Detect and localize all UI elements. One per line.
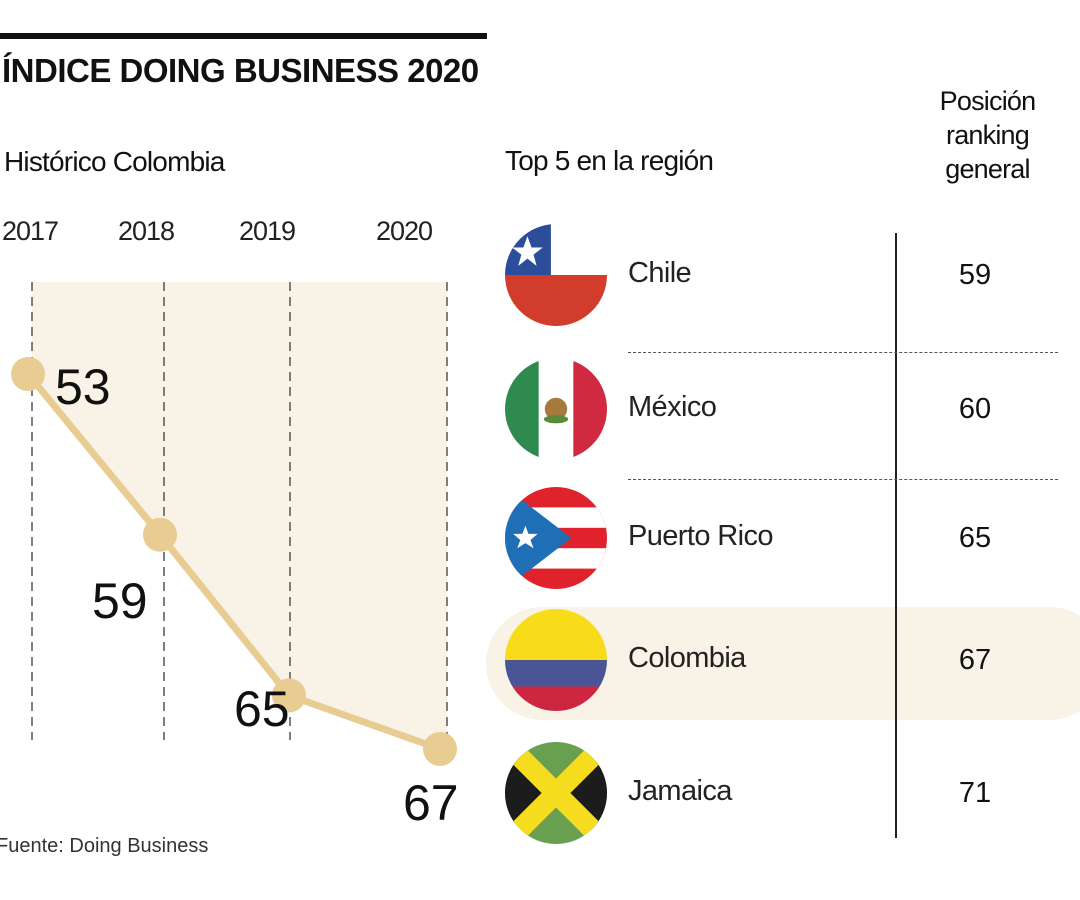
country-rank: 65	[958, 522, 992, 554]
data-label: 65	[234, 681, 290, 737]
country-name: México	[628, 391, 717, 423]
year-label: 2019	[239, 216, 296, 246]
data-label: 67	[403, 775, 459, 831]
series-line	[25, 371, 442, 753]
data-label: 59	[92, 573, 148, 629]
rank-header-line: ranking	[946, 120, 1030, 150]
puerto-rico-flag-icon	[505, 487, 607, 589]
rank-header-line: Posición	[939, 86, 1036, 116]
colombia-flag-icon	[505, 609, 607, 711]
year-label: 2017	[2, 216, 59, 246]
row-separator	[628, 479, 1058, 480]
data-point	[11, 357, 45, 391]
data-point	[143, 517, 177, 552]
country-name: Puerto Rico	[628, 520, 774, 552]
column-divider	[895, 233, 897, 838]
country-name: Chile	[628, 257, 692, 289]
page-title: ÍNDICE DOING BUSINESS 2020	[2, 52, 479, 89]
rank-header-line: general	[945, 154, 1030, 184]
rank-header: Posición ranking general	[915, 84, 1060, 186]
row-separator	[628, 352, 1058, 353]
country-rank: 71	[958, 777, 992, 809]
country-rank: 67	[958, 644, 992, 676]
source-note: Fuente: Doing Business	[0, 835, 209, 857]
jamaica-flag-icon	[505, 742, 607, 844]
country-rank: 60	[958, 393, 992, 425]
country-name: Colombia	[628, 642, 746, 674]
line-chart: 53 59 65 67	[11, 282, 459, 831]
top-rule	[0, 33, 487, 39]
year-label: 2018	[118, 216, 175, 246]
year-label: 2020	[376, 216, 433, 246]
data-label: 53	[55, 359, 111, 415]
country-name: Jamaica	[628, 775, 732, 807]
data-point	[272, 678, 306, 713]
chart-area	[32, 282, 447, 749]
chile-flag-icon	[505, 224, 607, 326]
country-rank: 59	[958, 259, 992, 291]
right-subtitle: Top 5 en la región	[505, 145, 714, 176]
mexico-flag-icon	[505, 358, 607, 460]
left-subtitle: Histórico Colombia	[4, 146, 225, 177]
data-point	[423, 732, 457, 766]
